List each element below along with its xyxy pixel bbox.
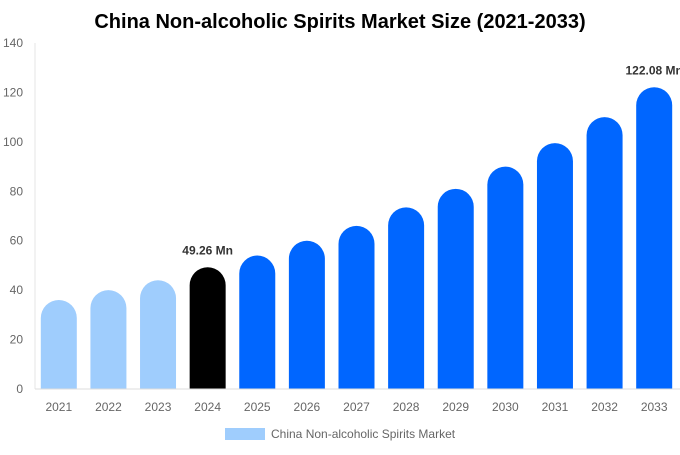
bar-2021: [40, 300, 77, 389]
bar-2032: [586, 117, 623, 389]
x-tick-label: 2028: [393, 400, 420, 414]
x-tick-label: 2024: [194, 400, 221, 414]
x-tick-label: 2031: [542, 400, 569, 414]
y-tick-label: 80: [10, 184, 24, 198]
chart-title: China Non-alcoholic Spirits Market Size …: [94, 11, 585, 33]
bar-2030: [487, 166, 524, 389]
y-tick-label: 20: [10, 333, 24, 347]
y-tick-label: 0: [16, 382, 23, 396]
bar-2033: [636, 87, 673, 390]
x-tick-label: 2022: [95, 400, 122, 414]
legend-label: China Non-alcoholic Spirits Market: [271, 427, 456, 441]
bar-2031: [536, 143, 573, 389]
y-tick-label: 60: [10, 234, 24, 248]
x-tick-label: 2029: [442, 400, 469, 414]
x-tick-label: 2030: [492, 400, 519, 414]
x-tick-label: 2026: [294, 400, 321, 414]
bar-2025: [239, 255, 276, 389]
y-tick-label: 40: [10, 283, 24, 297]
bar-2026: [288, 240, 325, 389]
bar-2022: [90, 290, 127, 389]
y-tick-label: 100: [3, 135, 23, 149]
bar-2028: [388, 207, 425, 389]
bar-2024: [189, 267, 226, 389]
x-tick-label: 2027: [343, 400, 370, 414]
y-tick-label: 140: [3, 36, 23, 50]
bar-2023: [140, 280, 177, 389]
x-tick-label: 2033: [641, 400, 668, 414]
x-tick-label: 2032: [591, 400, 618, 414]
legend-swatch: [225, 428, 265, 440]
data-label-2024: 49.26 Mn: [182, 243, 233, 257]
x-tick-label: 2021: [45, 400, 72, 414]
bar-2029: [437, 188, 474, 389]
data-label-2033: 122.08 Mn: [626, 63, 680, 77]
y-tick-label: 120: [3, 85, 23, 99]
bar-2027: [338, 225, 375, 389]
x-tick-label: 2025: [244, 400, 271, 414]
x-tick-label: 2023: [145, 400, 172, 414]
